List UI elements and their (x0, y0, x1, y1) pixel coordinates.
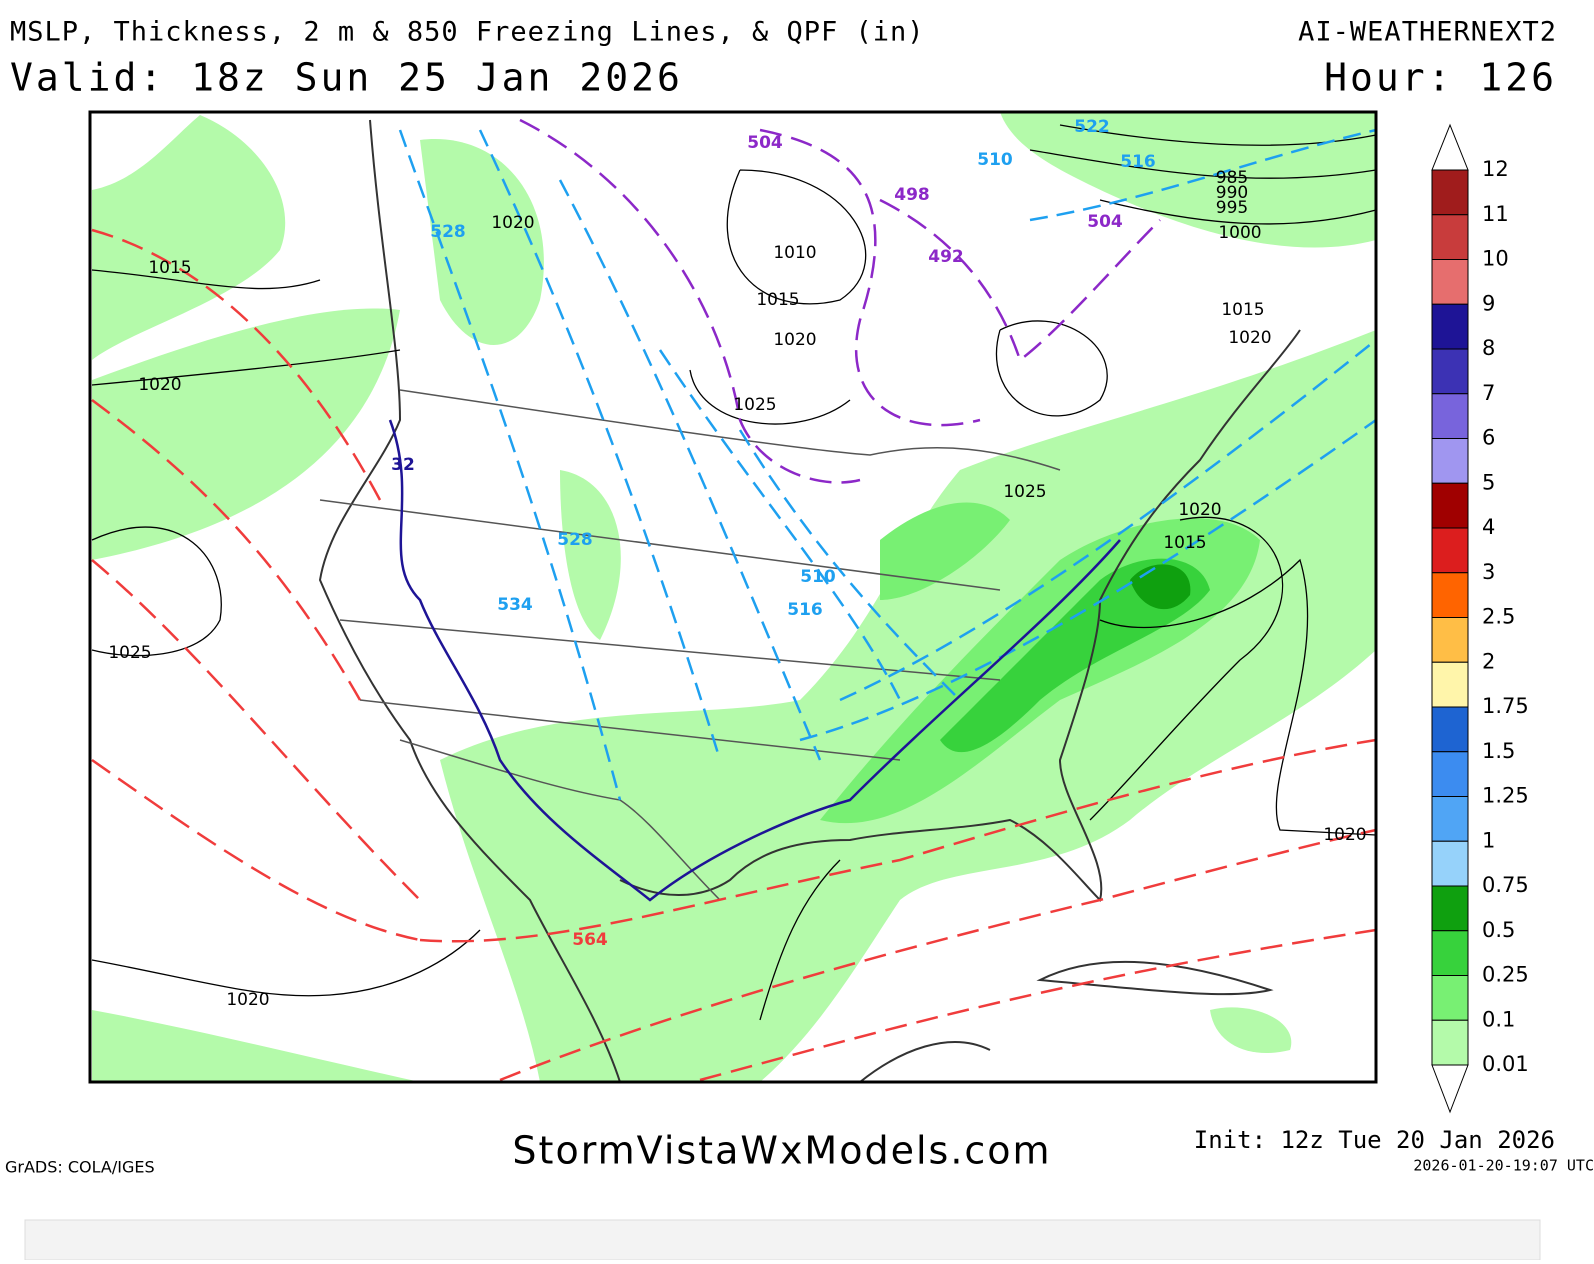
colorbar-swatch (1431, 482, 1469, 529)
colorbar-label: 0.75 (1482, 873, 1529, 897)
contour-label: 1020 (1228, 328, 1271, 348)
contour-label: 1020 (226, 990, 269, 1010)
colorbar-swatch (1431, 572, 1469, 618)
contour-label: 528 (430, 222, 466, 242)
colorbar-label: 3 (1482, 560, 1495, 584)
contour-label: 1020 (491, 213, 534, 233)
colorbar-label: 0.1 (1482, 1007, 1515, 1031)
colorbar-swatch (1431, 1019, 1469, 1066)
contour-label: 32 (391, 455, 415, 475)
contour-label: 995 (1216, 198, 1248, 218)
contour-label: 1010 (773, 243, 816, 263)
contour-label: 1020 (1178, 500, 1221, 520)
title: MSLP, Thickness, 2 m & 850 Freezing Line… (10, 17, 925, 48)
contour-labels: 1015 1020 1025 1020 1020 1010 1015 1020 1025 1025… (108, 117, 1366, 1010)
colorbar-swatch (1431, 303, 1469, 350)
contour-label: 1015 (1163, 533, 1206, 553)
colorbar-swatch (1431, 617, 1469, 663)
thickness-blue (398, 128, 1377, 801)
colorbar-swatch (1431, 348, 1469, 395)
colorbar-label: 1 (1482, 828, 1495, 852)
qpf-heavy (940, 558, 1210, 753)
colorbar: 12 11 10 9 8 7 6 5 4 3 2.5 2 1.75 1.5 1.25 1 0.75 0.5 0.25… (1431, 157, 1529, 1076)
colorbar-top-arrow (1431, 123, 1469, 171)
contour-label: 528 (557, 530, 593, 550)
contour-label: 1020 (773, 330, 816, 350)
contour-label: 1025 (733, 395, 776, 415)
map-frame (88, 110, 1378, 1084)
isobars (91, 124, 1377, 1021)
contour-label: 534 (497, 595, 533, 615)
colorbar-swatch (1431, 706, 1469, 753)
forecast-hour: Hour: 126 (1324, 56, 1557, 100)
colorbar-label: 4 (1482, 515, 1495, 539)
contour-label: 1025 (108, 643, 151, 663)
contour-label: 510 (977, 150, 1013, 170)
contour-label: 564 (572, 930, 608, 950)
valid-time: Valid: 18z Sun 25 Jan 2026 (10, 56, 683, 100)
colorbar-swatch (1431, 169, 1469, 216)
contour-label: 498 (894, 185, 930, 205)
contour-label: 492 (928, 247, 964, 267)
contour-label: 504 (747, 133, 783, 153)
colorbar-label: 0.25 (1482, 963, 1529, 987)
colorbar-label: 9 (1482, 291, 1495, 315)
colorbar-swatch (1431, 438, 1469, 484)
contour-label: 516 (787, 600, 823, 620)
contour-label: 1000 (1218, 223, 1261, 243)
contour-label: 516 (1120, 152, 1156, 172)
thickness-purple (519, 118, 1161, 484)
contour-label: 1020 (1323, 825, 1366, 845)
coastlines (318, 119, 1301, 1083)
colorbar-label: 1.5 (1482, 739, 1515, 763)
site: StormVistaWxModels.com (512, 1129, 1051, 1173)
contour-label: 510 (800, 567, 836, 587)
colorbar-swatch (1431, 259, 1469, 305)
colorbar-label: 5 (1482, 470, 1495, 494)
colorbar-bottom-arrow (1431, 1064, 1469, 1114)
contour-label: 985 (1216, 168, 1248, 188)
colorbar-swatch (1431, 930, 1469, 976)
grads: GrADS: COLA/IGES (5, 1158, 155, 1177)
thickness-red (91, 228, 1377, 1082)
colorbar-swatch (1431, 751, 1469, 797)
contour-label: 990 (1216, 183, 1248, 203)
colorbar-swatch (1431, 661, 1469, 708)
colorbar-swatch (1431, 885, 1469, 932)
colorbar-label: 10 (1482, 247, 1509, 271)
colorbar-swatch (1431, 527, 1469, 574)
freezing-line (388, 419, 1121, 902)
contour-label: 522 (1074, 117, 1110, 137)
contour-label: 1015 (148, 258, 191, 278)
colorbar-label: 8 (1482, 336, 1495, 360)
contour-label: 504 (1087, 212, 1123, 232)
colorbar-label: 0.5 (1482, 918, 1515, 942)
colorbar-label: 2 (1482, 649, 1495, 673)
colorbar-label: 7 (1482, 381, 1495, 405)
colorbar-swatch (1431, 214, 1469, 260)
colorbar-label: 1.75 (1482, 694, 1529, 718)
contour-label: 1015 (756, 290, 799, 310)
colorbar-swatch (1431, 796, 1469, 842)
map (88, 110, 1378, 1084)
borders (319, 389, 1061, 901)
timestamp: 2026-01-20-19:07 UTC (1413, 1157, 1594, 1175)
colorbar-label: 0.01 (1482, 1052, 1529, 1076)
model: AI-WEATHERNEXT2 (1298, 17, 1557, 48)
colorbar-swatch (1431, 393, 1469, 439)
init-time: Init: 12z Tue 20 Jan 2026 (1194, 1126, 1555, 1154)
colorbar-label: 11 (1482, 202, 1509, 226)
contour-label: 1025 (1003, 482, 1046, 502)
bottom-bar (24, 1219, 1541, 1261)
contour-label: 1015 (1221, 300, 1264, 320)
colorbar-label: 12 (1482, 157, 1509, 181)
colorbar-label: 6 (1482, 426, 1495, 450)
contour-label: 1020 (138, 375, 181, 395)
colorbar-swatch (1431, 840, 1469, 887)
colorbar-label: 1.25 (1482, 784, 1529, 808)
colorbar-swatch (1431, 975, 1469, 1021)
colorbar-label: 2.5 (1482, 605, 1515, 629)
